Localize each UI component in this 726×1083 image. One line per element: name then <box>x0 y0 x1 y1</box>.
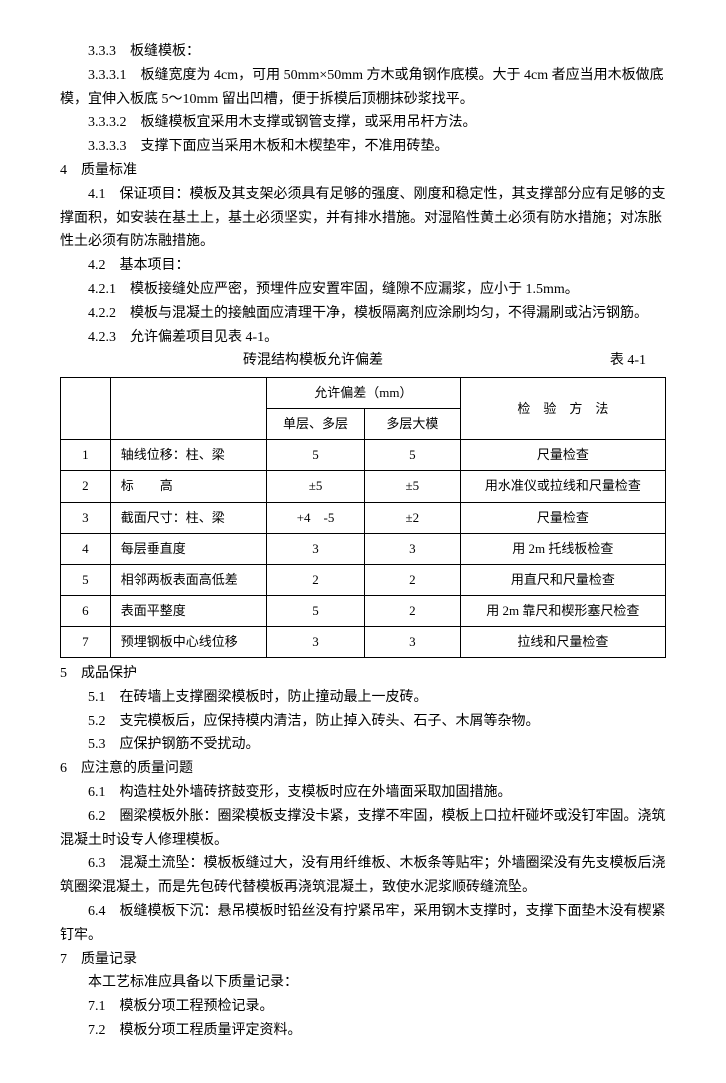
section-3-3-3-3: 3.3.3.3 支撑下面应当采用木板和木楔垫牢，不准用砖垫。 <box>60 135 666 159</box>
row-number: 7 <box>61 626 111 657</box>
row-number: 4 <box>61 533 111 564</box>
table-row: 3截面尺寸：柱、梁+4 -5±2尺量检查 <box>61 502 666 533</box>
section-4-2-1: 4.2.1 模板接缝处应严密，预埋件应安置牢固，缝隙不应漏浆，应小于 1.5mm… <box>60 278 666 302</box>
section-3-3-3: 3.3.3 板缝模板： <box>60 40 666 64</box>
row-tol-b: 5 <box>365 440 461 471</box>
table-row: 4每层垂直度33用 2m 托线板检查 <box>61 533 666 564</box>
table-row: 1轴线位移：柱、梁55尺量检查 <box>61 440 666 471</box>
section-3-3-3-1: 3.3.3.1 板缝宽度为 4cm，可用 50mm×50mm 方木或角钢作底模。… <box>60 64 666 112</box>
row-number: 6 <box>61 595 111 626</box>
section-7-2: 7.2 模板分项工程质量评定资料。 <box>60 1019 666 1043</box>
header-tolerance: 允许偏差（mm） <box>267 378 461 409</box>
row-number: 3 <box>61 502 111 533</box>
section-6: 6 应注意的质量问题 <box>60 757 666 781</box>
row-name: 相邻两板表面高低差 <box>110 564 266 595</box>
section-3-3-3-2: 3.3.3.2 板缝模板宜采用木支撑或钢管支撑，或采用吊杆方法。 <box>60 111 666 135</box>
section-5-2: 5.2 支完模板后，应保持模内清洁，防止掉入砖头、石子、木屑等杂物。 <box>60 710 666 734</box>
row-method: 尺量检查 <box>460 440 665 471</box>
row-tol-b: 3 <box>365 533 461 564</box>
row-name: 标 高 <box>110 471 266 502</box>
row-tol-a: 3 <box>267 533 365 564</box>
row-tol-a: 5 <box>267 440 365 471</box>
header-blank-1 <box>61 378 111 440</box>
row-tol-b: 2 <box>365 595 461 626</box>
section-4: 4 质量标准 <box>60 159 666 183</box>
section-7-1: 7.1 模板分项工程预检记录。 <box>60 995 666 1019</box>
row-method: 用直尺和尺量检查 <box>460 564 665 595</box>
section-4-1: 4.1 保证项目：模板及其支架必须具有足够的强度、刚度和稳定性，其支撑部分应有足… <box>60 183 666 254</box>
header-sub-2: 多层大模 <box>365 409 461 440</box>
row-name: 预埋钢板中心线位移 <box>110 626 266 657</box>
table-caption: 砖混结构模板允许偏差 <box>60 349 566 373</box>
row-tol-a: ±5 <box>267 471 365 502</box>
section-6-4: 6.4 板缝模板下沉：悬吊模板时铅丝没有拧紧吊牢，采用钢木支撑时，支撑下面垫木没… <box>60 900 666 948</box>
row-name: 表面平整度 <box>110 595 266 626</box>
section-7-intro: 本工艺标准应具备以下质量记录： <box>60 971 666 995</box>
row-name: 每层垂直度 <box>110 533 266 564</box>
header-sub-1: 单层、多层 <box>267 409 365 440</box>
section-4-2-3: 4.2.3 允许偏差项目见表 4-1。 <box>60 326 666 350</box>
row-tol-a: 5 <box>267 595 365 626</box>
table-title-row: 砖混结构模板允许偏差 表 4-1 <box>60 349 646 373</box>
section-4-2: 4.2 基本项目： <box>60 254 666 278</box>
row-tol-b: ±2 <box>365 502 461 533</box>
row-method: 拉线和尺量检查 <box>460 626 665 657</box>
section-5-3: 5.3 应保护钢筋不受扰动。 <box>60 733 666 757</box>
row-tol-b: ±5 <box>365 471 461 502</box>
row-tol-b: 2 <box>365 564 461 595</box>
section-6-3: 6.3 混凝土流坠：模板板缝过大，没有用纤维板、木板条等贴牢；外墙圈梁没有先支模… <box>60 852 666 900</box>
section-6-2: 6.2 圈梁模板外胀：圈梁模板支撑没卡紧，支撑不牢固，模板上口拉杆碰坏或没钉牢固… <box>60 805 666 853</box>
table-header-row-1: 允许偏差（mm） 检 验 方 法 <box>61 378 666 409</box>
row-name: 轴线位移：柱、梁 <box>110 440 266 471</box>
row-name: 截面尺寸：柱、梁 <box>110 502 266 533</box>
row-method: 用 2m 靠尺和楔形塞尺检查 <box>460 595 665 626</box>
table-number: 表 4-1 <box>566 349 646 373</box>
table-row: 7预埋钢板中心线位移33拉线和尺量检查 <box>61 626 666 657</box>
row-method: 用 2m 托线板检查 <box>460 533 665 564</box>
row-tol-a: 3 <box>267 626 365 657</box>
table-row: 5相邻两板表面高低差22用直尺和尺量检查 <box>61 564 666 595</box>
row-number: 2 <box>61 471 111 502</box>
section-4-2-2: 4.2.2 模板与混凝土的接触面应清理干净，模板隔离剂应涂刷均匀，不得漏刷或沾污… <box>60 302 666 326</box>
section-7: 7 质量记录 <box>60 948 666 972</box>
row-number: 5 <box>61 564 111 595</box>
row-number: 1 <box>61 440 111 471</box>
row-tol-a: 2 <box>267 564 365 595</box>
section-5: 5 成品保护 <box>60 662 666 686</box>
row-tol-a: +4 -5 <box>267 502 365 533</box>
table-row: 2标 高±5±5用水准仪或拉线和尺量检查 <box>61 471 666 502</box>
row-method: 尺量检查 <box>460 502 665 533</box>
row-tol-b: 3 <box>365 626 461 657</box>
tolerance-table: 允许偏差（mm） 检 验 方 法 单层、多层 多层大模 1轴线位移：柱、梁55尺… <box>60 377 666 658</box>
header-method: 检 验 方 法 <box>460 378 665 440</box>
section-6-1: 6.1 构造柱处外墙砖挤鼓变形，支模板时应在外墙面采取加固措施。 <box>60 781 666 805</box>
section-5-1: 5.1 在砖墙上支撑圈梁模板时，防止撞动最上一皮砖。 <box>60 686 666 710</box>
header-blank-2 <box>110 378 266 440</box>
row-method: 用水准仪或拉线和尺量检查 <box>460 471 665 502</box>
table-row: 6表面平整度52用 2m 靠尺和楔形塞尺检查 <box>61 595 666 626</box>
